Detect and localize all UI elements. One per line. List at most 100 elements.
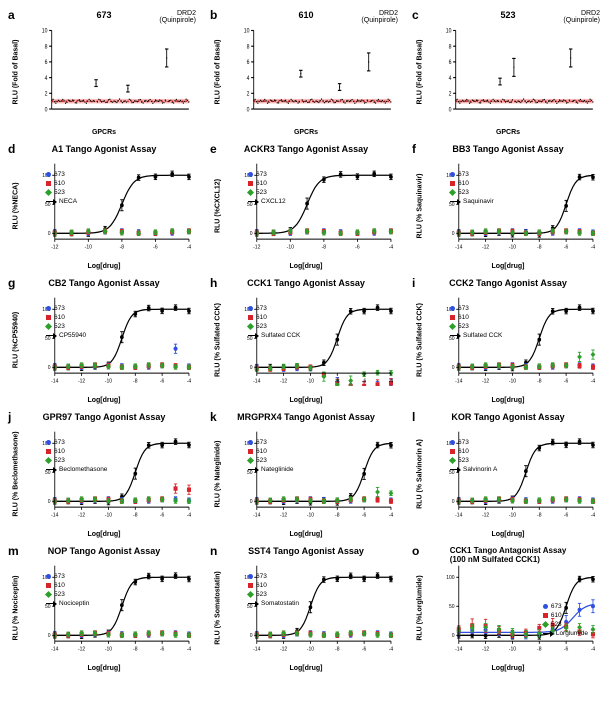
svg-text:-4: -4 <box>187 512 192 518</box>
svg-text:-14: -14 <box>455 646 462 652</box>
svg-text:0: 0 <box>449 107 452 114</box>
svg-text:-6: -6 <box>362 512 367 518</box>
panel-letter: m <box>8 544 19 558</box>
dose-panel-l: l KOR Tango Agonist Assay RLU (% Salvino… <box>412 410 604 538</box>
svg-text:-10: -10 <box>105 378 112 384</box>
legend-item-ref: Sulfated CCK <box>261 331 300 340</box>
screening-panel-a: a 673 DRD2(Quinpirole) RLU (Fold of Basa… <box>8 8 200 136</box>
legend-item-673: 673 <box>256 438 267 447</box>
svg-text:50: 50 <box>449 604 455 610</box>
panel-letter: b <box>210 8 217 22</box>
plot-area: 0 2 4 6 8 10 <box>442 26 598 118</box>
y-axis-label: RLU (%Lorglumide) <box>417 558 424 658</box>
legend-item-610: 610 <box>256 447 267 456</box>
legend: 673 610 523 NECA <box>46 170 77 206</box>
legend: 673 610 523 Beclomethasone <box>46 438 107 474</box>
svg-text:0: 0 <box>48 633 51 639</box>
panel-corner-label: DRD2(Quinpirole) <box>563 10 600 24</box>
legend-item-673: 673 <box>54 438 65 447</box>
svg-text:8: 8 <box>45 44 48 51</box>
svg-text:-6: -6 <box>564 512 569 518</box>
legend: 673 610 523 Saquinavir <box>450 170 494 206</box>
dose-panel-h: h CCK1 Tango Agonist Assay RLU (% Sulfat… <box>210 276 402 404</box>
svg-text:-12: -12 <box>280 378 287 384</box>
svg-text:-12: -12 <box>78 646 85 652</box>
dose-panel-k: k MRGPRX4 Tango Agonist Assay RLU (% Nat… <box>210 410 402 538</box>
panel-title: 610 <box>298 10 313 20</box>
panel-title: GPR97 Tango Agonist Assay <box>43 412 166 422</box>
screening-panel-c: c 523 DRD2(Quinpirole) RLU (Fold of Basa… <box>412 8 604 136</box>
legend-item-610: 610 <box>458 313 469 322</box>
svg-text:-4: -4 <box>389 512 394 518</box>
svg-text:-6: -6 <box>160 378 165 384</box>
svg-text:4: 4 <box>45 75 48 82</box>
legend: 673 610 523 CP55940 <box>46 304 86 340</box>
svg-text:6: 6 <box>45 60 48 67</box>
svg-text:8: 8 <box>247 44 250 51</box>
svg-text:-14: -14 <box>455 244 462 250</box>
svg-text:-10: -10 <box>105 512 112 518</box>
svg-text:-14: -14 <box>455 378 462 384</box>
svg-text:2: 2 <box>45 91 48 98</box>
y-axis-label: RLU (% Sulfated CCK) <box>417 290 424 390</box>
panel-letter: g <box>8 276 15 290</box>
svg-text:-6: -6 <box>564 646 569 652</box>
y-axis-label: RLU (% Sulfated CCK) <box>215 290 222 390</box>
panel-title: CB2 Tango Agonist Assay <box>48 278 159 288</box>
panel-title: KOR Tango Agonist Assay <box>451 412 564 422</box>
panel-title: CCK1 Tango Agonist Assay <box>247 278 365 288</box>
svg-text:-10: -10 <box>307 378 314 384</box>
x-axis-label: Log[drug] <box>87 531 120 538</box>
dose-panel-f: f BB3 Tango Agonist Assay RLU (% Saquina… <box>412 142 604 270</box>
dose-panel-i: i CCK2 Tango Agonist Assay RLU (% Sulfat… <box>412 276 604 404</box>
panel-title: 523 <box>500 10 515 20</box>
y-axis-label: RLU (% Somatostatin) <box>215 558 222 658</box>
dose-panel-o: o CCK1 Tango Antagonist Assay(100 nM Sul… <box>412 544 604 672</box>
legend-item-673: 673 <box>256 170 267 179</box>
legend-item-ref: Saquinavir <box>463 197 494 206</box>
legend-item-673: 673 <box>54 170 65 179</box>
svg-text:-8: -8 <box>537 512 542 518</box>
legend-item-610: 610 <box>551 611 562 620</box>
legend-item-ref: Somatostatin <box>261 599 299 608</box>
svg-text:2: 2 <box>247 91 250 98</box>
svg-text:-4: -4 <box>389 244 394 250</box>
svg-text:-12: -12 <box>51 244 58 250</box>
svg-text:-10: -10 <box>307 646 314 652</box>
legend-item-610: 610 <box>256 581 267 590</box>
svg-text:-10: -10 <box>509 512 516 518</box>
svg-text:-4: -4 <box>591 512 596 518</box>
legend: 673 610 523 Nateglinide <box>248 438 294 474</box>
svg-text:-6: -6 <box>160 512 165 518</box>
legend-item-ref: Beclomethasone <box>59 465 107 474</box>
legend-item-610: 610 <box>256 179 267 188</box>
svg-text:-10: -10 <box>509 244 516 250</box>
svg-text:-8: -8 <box>120 244 125 250</box>
svg-text:-4: -4 <box>187 378 192 384</box>
legend-item-ref: Lorglumide <box>556 629 588 638</box>
legend-item-673: 673 <box>458 170 469 179</box>
legend-item-610: 610 <box>54 447 65 456</box>
legend: 673 610 523 Nociceptin <box>46 572 89 608</box>
svg-text:0: 0 <box>452 231 455 237</box>
svg-text:-14: -14 <box>253 378 260 384</box>
legend-item-523: 523 <box>256 322 267 331</box>
legend-item-523: 523 <box>256 590 267 599</box>
x-axis-label: Log[drug] <box>491 263 524 270</box>
screening-panel-b: b 610 DRD2(Quinpirole) RLU (Fold of Basa… <box>210 8 402 136</box>
svg-text:-12: -12 <box>78 378 85 384</box>
svg-text:-4: -4 <box>591 244 596 250</box>
svg-text:-6: -6 <box>355 244 360 250</box>
legend: 673 610 523 Sulfated CCK <box>450 304 502 340</box>
legend-item-ref: CP55940 <box>59 331 86 340</box>
legend-item-610: 610 <box>54 313 65 322</box>
panel-letter: o <box>412 544 419 558</box>
svg-text:10: 10 <box>244 28 250 35</box>
svg-text:-8: -8 <box>335 646 340 652</box>
svg-text:-8: -8 <box>322 244 327 250</box>
svg-text:-6: -6 <box>362 646 367 652</box>
svg-text:-12: -12 <box>253 244 260 250</box>
legend: 673 610 523 Lorglumide <box>543 602 588 638</box>
dose-panel-j: j GPR97 Tango Agonist Assay RLU (% Beclo… <box>8 410 200 538</box>
svg-text:-12: -12 <box>482 512 489 518</box>
